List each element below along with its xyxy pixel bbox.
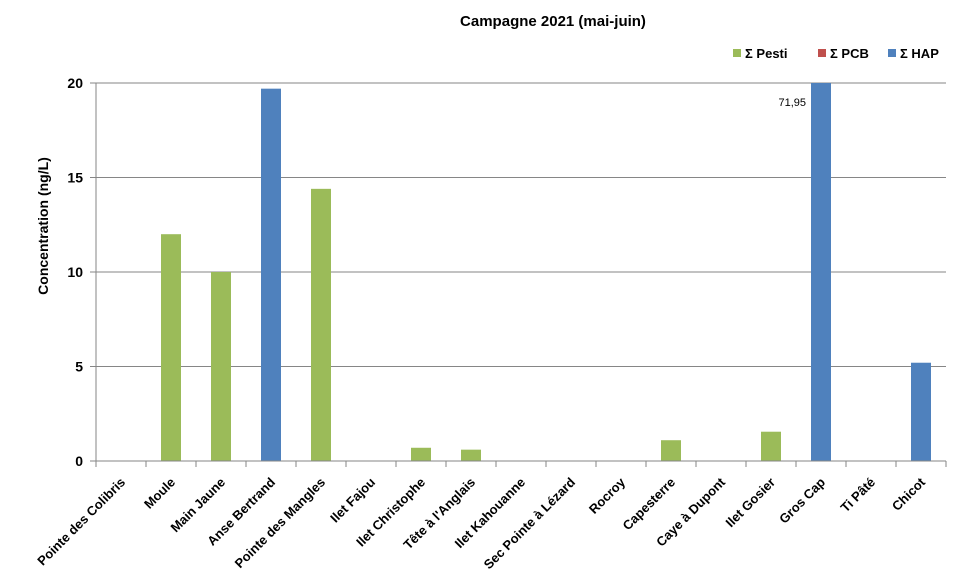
y-tick-label: 20 bbox=[67, 75, 83, 91]
bar bbox=[911, 362, 931, 461]
x-tick-label: Chicot bbox=[889, 474, 929, 514]
x-tick-label: Pointe des Mangles bbox=[232, 475, 328, 571]
bar bbox=[661, 440, 681, 461]
y-tick-label: 15 bbox=[67, 170, 83, 186]
y-tick-label: 10 bbox=[67, 264, 83, 280]
data-label: 71,95 bbox=[778, 97, 806, 109]
x-tick-label: Ilet Gosier bbox=[723, 475, 779, 531]
bar bbox=[761, 431, 781, 461]
bar bbox=[161, 234, 181, 461]
y-axis: 0 5 10 15 20 bbox=[67, 75, 97, 469]
x-tick-label: Gros Cap bbox=[776, 474, 828, 526]
legend-label: Σ PCB bbox=[830, 46, 869, 61]
bar bbox=[411, 447, 431, 461]
x-tick-label: Moule bbox=[141, 475, 178, 512]
legend-label: Σ Pesti bbox=[745, 46, 788, 61]
y-axis-label: Concentration (ng/L) bbox=[35, 157, 51, 295]
legend-swatch bbox=[733, 49, 741, 57]
x-tick-label: Pointe des Colibris bbox=[34, 475, 128, 569]
bar bbox=[461, 449, 481, 461]
annotations: 71,95 bbox=[778, 97, 806, 109]
y-tick-label: 5 bbox=[75, 359, 83, 375]
bar bbox=[211, 272, 231, 461]
legend-label: Σ HAP bbox=[900, 46, 939, 61]
y-tick-label: 0 bbox=[75, 453, 83, 469]
x-tick-label: Ilet Fajou bbox=[327, 474, 378, 525]
x-tick-label: Sec Pointe à Lézard bbox=[481, 474, 578, 571]
chart-title: Campagne 2021 (mai-juin) bbox=[460, 13, 646, 30]
x-tick-label: Rocroy bbox=[586, 474, 629, 517]
legend-swatch bbox=[818, 49, 826, 57]
bar bbox=[261, 88, 281, 462]
bar bbox=[811, 83, 831, 461]
bar bbox=[311, 188, 331, 461]
legend-swatch bbox=[888, 49, 896, 57]
legend: Σ Pesti Σ PCB Σ HAP bbox=[733, 46, 939, 61]
bars bbox=[161, 83, 931, 462]
gridlines bbox=[96, 82, 946, 367]
x-tick-label: Ti Pâté bbox=[838, 475, 879, 516]
